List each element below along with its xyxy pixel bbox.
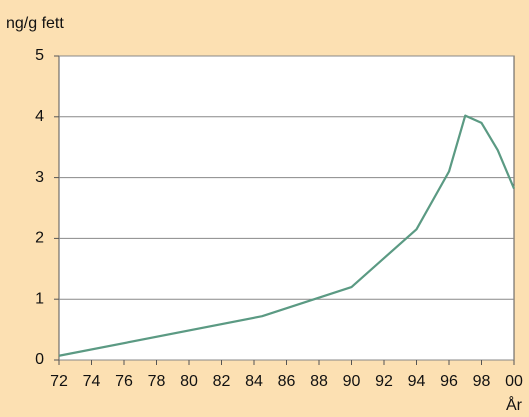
y-tick-label: 4	[35, 108, 44, 125]
x-tick-label: 84	[245, 373, 263, 390]
y-tick-label: 2	[35, 230, 44, 247]
x-tick-label: 76	[115, 373, 133, 390]
y-tick-label: 3	[35, 169, 44, 186]
x-tick-label: 96	[440, 373, 458, 390]
x-tick-label: 74	[83, 373, 101, 390]
x-tick-label: 86	[278, 373, 296, 390]
x-tick-label: 98	[473, 373, 491, 390]
x-tick-label: 72	[50, 373, 68, 390]
y-tick-label: 5	[35, 47, 44, 64]
x-tick-label: 92	[375, 373, 393, 390]
y-tick-label: 1	[35, 290, 44, 307]
x-tick-label: 78	[148, 373, 166, 390]
x-tick-label: 82	[213, 373, 231, 390]
y-axis-label: ng/g fett	[6, 15, 64, 32]
x-tick-label: 00	[505, 373, 523, 390]
x-tick-label: 88	[310, 373, 328, 390]
line	[58, 114, 516, 357]
y-tick-label: 0	[35, 351, 44, 368]
x-tick-label: 94	[408, 373, 426, 390]
x-axis-label: År	[506, 395, 523, 414]
plot-area	[58, 55, 515, 361]
x-tick-label: 80	[180, 373, 198, 390]
x-tick-label: 90	[343, 373, 361, 390]
